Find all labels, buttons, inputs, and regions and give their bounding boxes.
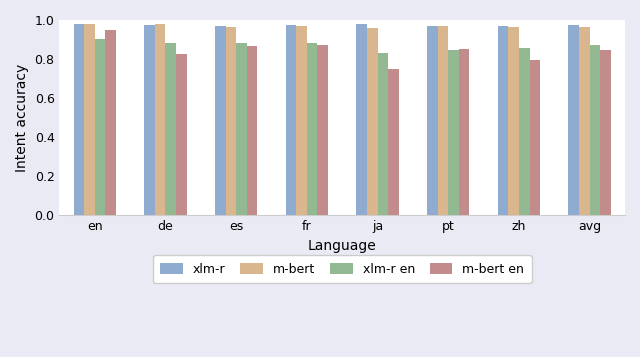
Bar — [388, 69, 399, 215]
Bar — [176, 54, 187, 215]
Y-axis label: Intent accuracy: Intent accuracy — [15, 64, 29, 172]
Bar — [529, 60, 540, 215]
Bar — [296, 26, 307, 215]
Bar — [427, 26, 438, 215]
Bar — [356, 24, 367, 215]
Bar — [215, 26, 225, 215]
Bar — [367, 28, 378, 215]
Bar — [589, 45, 600, 215]
Bar — [508, 27, 519, 215]
Bar — [600, 50, 611, 215]
Bar — [225, 27, 236, 215]
Bar — [74, 24, 84, 215]
Bar — [144, 25, 155, 215]
Bar — [95, 39, 106, 215]
Bar — [84, 24, 95, 215]
Bar — [166, 43, 176, 215]
Bar — [106, 30, 116, 215]
Bar — [307, 43, 317, 215]
Bar — [568, 25, 579, 215]
Bar — [236, 43, 247, 215]
Bar — [285, 25, 296, 215]
X-axis label: Language: Language — [308, 238, 376, 253]
Bar — [155, 24, 166, 215]
Bar — [317, 45, 328, 215]
Bar — [579, 27, 589, 215]
Bar — [448, 50, 459, 215]
Bar — [459, 49, 470, 215]
Bar — [519, 48, 529, 215]
Bar — [438, 26, 448, 215]
Bar — [247, 46, 257, 215]
Bar — [498, 26, 508, 215]
Legend: xlm-r, m-bert, xlm-r en, m-bert en: xlm-r, m-bert, xlm-r en, m-bert en — [153, 255, 532, 283]
Bar — [378, 53, 388, 215]
